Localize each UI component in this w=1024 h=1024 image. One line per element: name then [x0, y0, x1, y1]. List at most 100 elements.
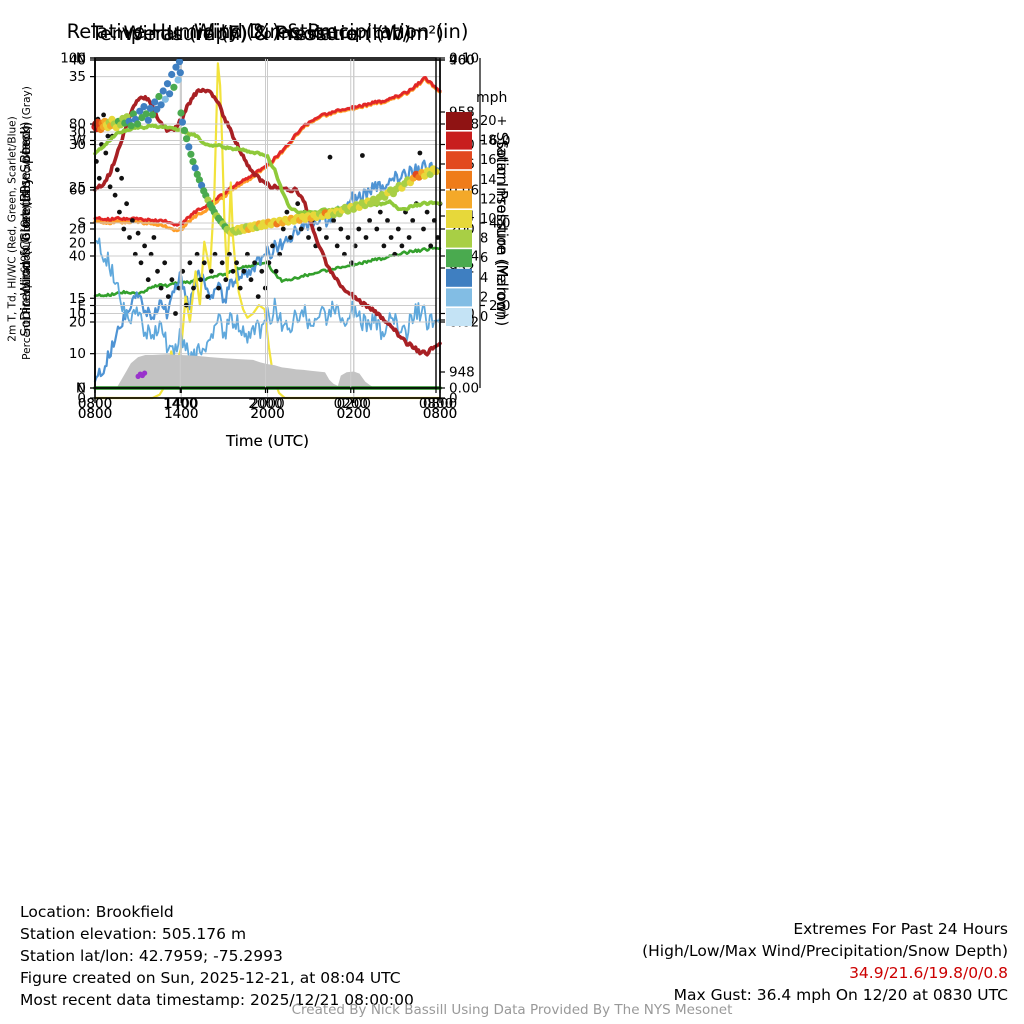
y-tick-label: 30: [69, 125, 86, 141]
y-tick-label: 20: [69, 315, 86, 331]
precip-type-point: [142, 370, 148, 376]
wind-gusts-point: [169, 277, 175, 283]
wind-gusts-point: [284, 209, 290, 215]
wind-gusts-point: [270, 243, 275, 249]
relative-humidity-line: [93, 123, 442, 216]
y-tick-label: S: [77, 216, 86, 232]
wind-gusts-point: [155, 268, 160, 274]
legend-swatch-20+: [446, 112, 472, 130]
legend-swatch-12: [446, 190, 472, 209]
wind-direction-point: [157, 101, 165, 109]
extremes-values: 34.9/21.6/19.8/0/0.8: [849, 964, 1008, 982]
y-tick-label: N: [76, 381, 86, 397]
y-tick-label: 40: [69, 249, 86, 265]
wind-gusts-point: [201, 260, 207, 266]
y-tick-label: 60: [69, 183, 86, 199]
wind-gusts-point: [230, 268, 236, 274]
wind-gusts-point: [124, 201, 129, 207]
station-elevation: Station elevation: 505.176 m: [20, 925, 247, 943]
wind-direction-point: [191, 164, 199, 172]
x-tick-label: 0800: [78, 406, 112, 422]
legend-swatch-10: [446, 210, 472, 228]
wind-direction-point: [175, 58, 184, 66]
x-tick-label: 0800: [423, 396, 457, 412]
wind-gusts-point: [165, 294, 171, 299]
tick-marks: [90, 59, 445, 403]
wind-gusts-point: [121, 226, 127, 232]
series-relative-humidity: [93, 123, 442, 216]
x-tick-label: 2000: [248, 396, 282, 412]
wind-gusts-point: [223, 277, 229, 283]
wind-gusts-point: [162, 260, 168, 266]
snow-depth-area: [116, 354, 376, 388]
wind-gusts-point: [417, 150, 423, 156]
wind-gusts-point: [273, 268, 279, 274]
wind-gusts-point: [259, 268, 265, 274]
legend-label-0: 0: [480, 310, 488, 325]
x-tick-label: 2000: [250, 396, 284, 412]
wind-gusts-point: [410, 218, 416, 223]
wind-direction-point: [146, 104, 154, 112]
y-tick-label: 0: [77, 391, 86, 407]
y-tick-label: 25: [69, 180, 86, 196]
wind-gusts-point: [360, 153, 365, 158]
legend-label-16: 16: [480, 153, 497, 168]
x-tick-label: 0200: [337, 406, 371, 422]
extremes-subtitle: (High/Low/Max Wind/Precipitation/Snow De…: [642, 942, 1008, 960]
wind-gusts-point: [234, 260, 240, 266]
station-info-block: Location: Brookfield Station elevation: …: [20, 901, 414, 1011]
y-axis-label-right: Station Pressure (Maroon): [493, 132, 511, 326]
credit-line: Created By Nick Bassill Using Data Provi…: [291, 1002, 733, 1018]
x-tick-label: 0800: [78, 396, 112, 412]
wind-gusts-point: [363, 235, 369, 240]
y-right-tick-label: 400: [449, 53, 475, 69]
wind-gusts-point: [345, 235, 351, 240]
wind-direction-point: [185, 143, 193, 151]
wind-gusts-point: [377, 209, 383, 215]
wind-gusts-point: [338, 226, 344, 232]
y-tick-label: 20: [69, 222, 86, 238]
wind-direction-point: [153, 105, 161, 113]
series-precip-type: [135, 370, 148, 379]
legend-swatch-14: [446, 170, 472, 189]
y-tick-label: 30: [69, 137, 86, 153]
wind-gusts-point: [406, 235, 412, 240]
wind-gusts-point: [138, 260, 144, 266]
legend-swatch-8: [446, 229, 472, 248]
wind-direction-point: [177, 109, 185, 117]
wind-gusts-point: [356, 226, 362, 232]
wind-gusts-point: [255, 294, 261, 299]
most-recent-data-timestamp: Most recent data timestamp: 2025/12/21 0…: [20, 991, 414, 1009]
wind-gusts-point: [280, 226, 286, 232]
wind-direction-point: [140, 103, 148, 111]
wind-gusts-point: [385, 218, 390, 223]
wind-gusts-point: [237, 285, 243, 291]
y-axis-label-left: Direction (Colored By Speed): [18, 125, 34, 321]
legend-swatch-2: [446, 288, 472, 307]
chart-title: Temperature (F) & Insolation (W/m²): [90, 22, 444, 45]
wind-direction-point: [198, 181, 206, 189]
y-tick-label: 0: [77, 381, 86, 397]
x-tick-label: 0800: [78, 406, 112, 422]
y-tick-label: 40: [69, 53, 86, 69]
wind-gusts-point: [205, 294, 211, 299]
wind-gusts-point: [295, 201, 301, 207]
wind-direction-point: [183, 135, 191, 143]
wind-gusts-point: [158, 285, 164, 291]
wind-direction-point: [155, 92, 163, 101]
x-tick-label: 0800: [423, 406, 457, 422]
extremes-block: Extremes For Past 24 Hours (High/Low/Max…: [642, 918, 1008, 1006]
tick-marks: [90, 57, 437, 393]
y-tick-label: N: [76, 51, 86, 67]
wind-gusts-point: [241, 268, 247, 274]
wind-direction-point: [180, 126, 189, 134]
x-tick-label: 0800: [419, 396, 453, 412]
y-tick-label: W: [73, 133, 86, 149]
chart-title: Winds (mph) & Pressure (mb): [124, 22, 412, 45]
wind-gusts-point: [145, 277, 151, 283]
x-tick-label: 1400: [164, 406, 198, 422]
wind-direction-point: [127, 122, 135, 130]
wind-direction-point: [161, 95, 169, 103]
